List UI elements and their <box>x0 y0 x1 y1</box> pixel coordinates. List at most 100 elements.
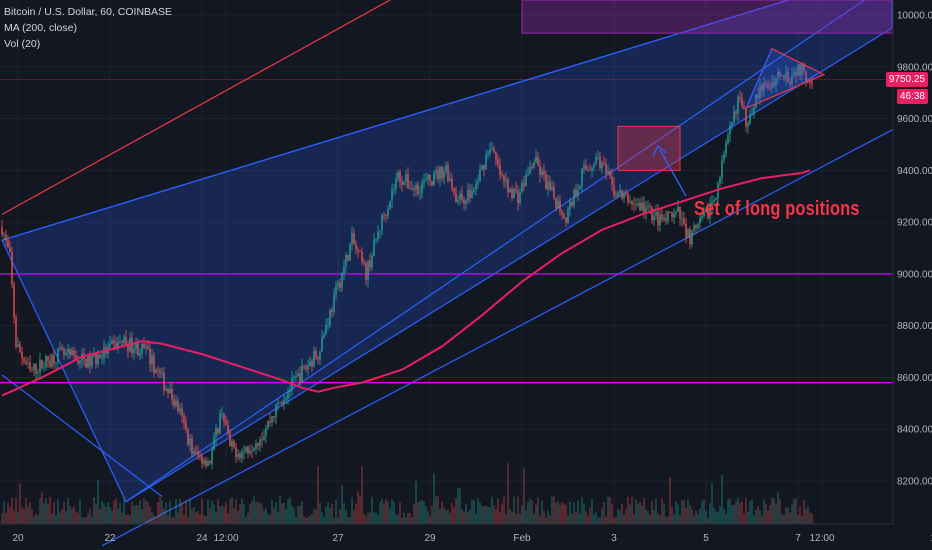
candle-body <box>457 199 459 202</box>
volume-bar <box>277 511 279 524</box>
volume-bar <box>479 502 481 524</box>
volume-bar <box>501 503 503 524</box>
candle-body <box>9 247 11 252</box>
candle-body <box>301 365 303 383</box>
volume-bar <box>297 505 299 524</box>
candle-body <box>1 227 3 236</box>
volume-bar <box>495 509 497 524</box>
volume-bar <box>729 498 731 524</box>
volume-bar <box>621 504 623 524</box>
candle-body <box>403 181 405 185</box>
candle-body <box>319 351 321 360</box>
candle-body <box>559 200 561 213</box>
volume-bar <box>295 517 297 524</box>
volume-bar <box>29 502 31 524</box>
candle-body <box>557 200 559 209</box>
volume-bar <box>785 507 787 524</box>
volume-bar <box>433 473 435 524</box>
candle-body <box>791 75 793 85</box>
volume-bar <box>597 517 599 524</box>
volume-bar <box>643 497 645 524</box>
volume-bar <box>159 496 161 524</box>
volume-bar <box>427 511 429 524</box>
volume-bar <box>637 503 639 524</box>
candle-body <box>353 232 355 245</box>
candle-body <box>587 169 589 171</box>
volume-bar <box>259 503 261 524</box>
candle-body <box>109 343 111 347</box>
volume-bar <box>733 504 735 524</box>
volume-bar <box>745 497 747 524</box>
volume-bar <box>167 515 169 524</box>
candle-body <box>243 451 245 453</box>
candle-body <box>529 166 531 174</box>
volume-indicator-label[interactable]: Vol (20) <box>4 38 41 50</box>
candle-body <box>783 75 785 79</box>
volume-bar <box>565 504 567 524</box>
volume-bar <box>575 511 577 524</box>
candle-body <box>29 362 31 370</box>
candle-body <box>745 108 747 127</box>
candle-body <box>761 85 763 92</box>
volume-bar <box>97 479 99 524</box>
y-tick-label: 9600.00 <box>897 114 932 125</box>
candle-body <box>163 372 165 391</box>
candle-body <box>359 251 361 253</box>
y-tick-label: 10000.00 <box>897 11 932 22</box>
volume-bar <box>685 508 687 524</box>
candle-body <box>509 188 511 193</box>
volume-bar <box>425 506 427 524</box>
candle-body <box>325 325 327 335</box>
candle-body <box>701 215 703 219</box>
candle-body <box>515 189 517 192</box>
candle-body <box>689 228 691 245</box>
ma-indicator-label[interactable]: MA (200, close) <box>4 22 77 34</box>
candle-body <box>397 171 399 179</box>
candle-body <box>307 365 309 370</box>
volume-bar <box>363 513 365 524</box>
candle-body <box>657 211 659 226</box>
volume-bar <box>39 498 41 524</box>
volume-bar <box>321 512 323 524</box>
candle-body <box>323 334 325 338</box>
volume-bar <box>211 500 213 524</box>
candle-body <box>801 63 803 76</box>
candle-body <box>431 181 433 186</box>
volume-bar <box>769 505 771 524</box>
candle-body <box>131 337 133 354</box>
volume-bar <box>245 517 247 524</box>
volume-bar <box>345 509 347 524</box>
volume-bar <box>751 499 753 524</box>
candle-body <box>277 402 279 404</box>
volume-bar <box>569 501 571 524</box>
volume-bar <box>577 500 579 524</box>
volume-bar <box>445 510 447 524</box>
volume-bar <box>727 499 729 524</box>
candle-body <box>487 153 489 155</box>
volume-bar <box>399 502 401 524</box>
volume-bar <box>663 503 665 524</box>
volume-bar <box>641 505 643 524</box>
symbol-title[interactable]: Bitcoin / U.S. Dollar, 60, COINBASE <box>4 6 173 18</box>
volume-bar <box>737 497 739 524</box>
volume-bar <box>699 508 701 524</box>
candle-body <box>673 213 675 218</box>
volume-bar <box>133 505 135 524</box>
candle-body <box>747 123 749 127</box>
volume-bar <box>807 505 809 524</box>
candle-body <box>767 84 769 89</box>
candle-body <box>493 148 495 152</box>
candle-body <box>363 261 365 264</box>
volume-bar <box>799 506 801 524</box>
candle-body <box>369 260 371 268</box>
candle-body <box>633 204 635 206</box>
y-tick-label: 8400.00 <box>897 425 932 436</box>
candle-body <box>437 170 439 180</box>
candle-body <box>161 372 163 374</box>
volume-bar <box>539 515 541 524</box>
candle-body <box>485 154 487 170</box>
volume-bar <box>311 513 313 524</box>
candle-body <box>737 96 739 114</box>
